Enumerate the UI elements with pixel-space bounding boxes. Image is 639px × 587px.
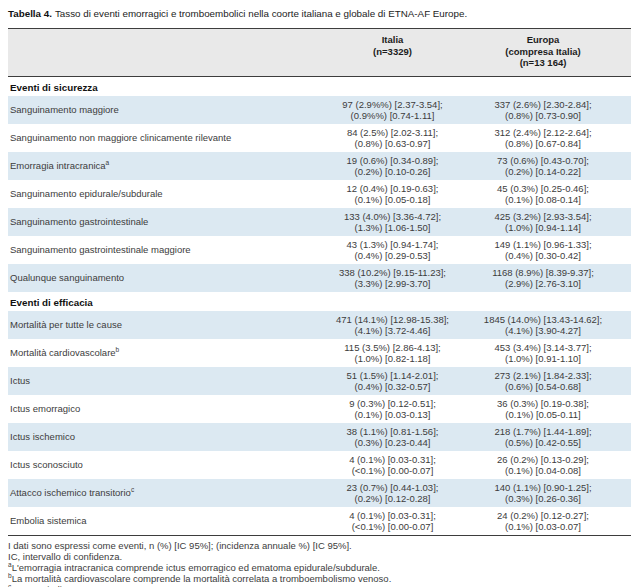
table-caption: Tabella 4.Tasso di eventi emorragici e t…	[8, 8, 631, 20]
footnote-marker: c	[131, 486, 134, 493]
table-row: Sanguinamento maggiore 97 (2.9%%) [2.37-…	[8, 96, 631, 124]
row-label: Ictus	[10, 375, 30, 386]
italia-cell: 12 (0.4%) [0.19-0.63];(0.1%) [0.05-0.18]	[330, 180, 455, 208]
italia-cell: 19 (0.6%) [0.34-0.89];(0.2%) [0.10-0.26]	[330, 152, 455, 180]
row-label: Sanguinamento gastrointestinale maggiore	[10, 244, 191, 255]
table-row: Ictus ischemico 38 (1.1%) [0.81-1.56];(0…	[8, 423, 631, 451]
europa-cell: 149 (1.1%) [0.96-1.33];(0.4%) [0.30-0.42…	[455, 236, 631, 264]
europa-cell: 453 (3.4%) [3.14-3.77];(1.0%) [0.91-1.10…	[455, 339, 631, 367]
europa-cell: 45 (0.3%) [0.25-0.46];(0.1%) [0.08-0.14]	[455, 180, 631, 208]
label-column-header	[8, 29, 330, 77]
footnote-a: aL'emorragia intracranica comprende ictu…	[8, 562, 631, 573]
europa-cell: 312 (2.4%) [2.12-2.64];(0.8%) [0.67-0.84…	[455, 124, 631, 152]
section-header-safety: Eventi di sicurezza	[8, 76, 631, 96]
italia-cell: 471 (14.1%) [12.98-15.38];(4.1%) [3.72-4…	[330, 311, 455, 339]
row-label: Qualunque sanguinamento	[10, 272, 124, 283]
table-figure: Tabella 4.Tasso di eventi emorragici e t…	[0, 0, 639, 587]
italia-column-header: Italia (n=3329)	[330, 29, 455, 77]
row-label: Emorragia intracranica	[10, 160, 106, 171]
italia-cell: 97 (2.9%%) [2.37-3.54];(0.9%%) [0.74-1.1…	[330, 96, 455, 124]
italia-cell: 38 (1.1%) [0.81-1.56];(0.3%) [0.23-0.44]	[330, 423, 455, 451]
italia-cell: 9 (0.3%) [0.12-0.51];(0.1%) [0.03-0.13]	[330, 395, 455, 423]
table-row: Sanguinamento gastrointestinale maggiore…	[8, 236, 631, 264]
footnote-c: cNon aggiudicato.	[8, 584, 631, 587]
footnote-marker: b	[116, 346, 120, 353]
table-row: Ictus emorragico 9 (0.3%) [0.12-0.51];(0…	[8, 395, 631, 423]
row-label: Embolia sistemica	[10, 515, 87, 526]
europa-cell: 73 (0.6%) [0.43-0.70];(0.2%) [0.14-0.22]	[455, 152, 631, 180]
italia-cell: 84 (2.5%) [2.02-3.11];(0.8%) [0.63-0.97]	[330, 124, 455, 152]
row-label: Sanguinamento maggiore	[10, 104, 119, 115]
row-label: Ictus ischemico	[10, 431, 75, 442]
table-header: Italia (n=3329) Europa (compresa Italia)…	[8, 29, 631, 77]
table-caption-text: Tasso di eventi emorragici e tromboembol…	[55, 8, 467, 19]
europa-cell: 218 (1.7%) [1.44-1.89];(0.5%) [0.42-0.55…	[455, 423, 631, 451]
europa-cell: 1168 (8.9%) [8.39-9.37];(2.9%) [2.76-3.1…	[455, 264, 631, 292]
table-row: Emorragia intracranicaa 19 (0.6%) [0.34-…	[8, 152, 631, 180]
row-label: Ictus emorragico	[10, 403, 80, 414]
row-label: Sanguinamento epidurale/subdurale	[10, 188, 163, 199]
italia-cell: 43 (1.3%) [0.94-1.74];(0.4%) [0.29-0.53]	[330, 236, 455, 264]
europa-column-header: Europa (compresa Italia) (n=13 164)	[455, 29, 631, 77]
footnote-b: bLa mortalità cardiovascolare comprende …	[8, 573, 631, 584]
row-label: Ictus sconosciuto	[10, 459, 83, 470]
europa-cell: 273 (2.1%) [1.84-2.33];(0.6%) [0.54-0.68…	[455, 367, 631, 395]
row-label: Mortalità cardiovascolare	[10, 347, 116, 358]
row-label: Sanguinamento gastrointestinale	[10, 216, 148, 227]
row-label: Mortalità per tutte le cause	[10, 319, 122, 330]
section-header-efficacy: Eventi di efficacia	[8, 292, 631, 311]
table-row: Ictus sconosciuto 4 (0.1%) [0.03-0.31];(…	[8, 451, 631, 479]
table-row: Mortalità cardiovascolareb 115 (3.5%) [2…	[8, 339, 631, 367]
italia-cell: 133 (4.0%) [3.36-4.72];(1.3%) [1.06-1.50…	[330, 208, 455, 236]
table-row: Qualunque sanguinamento 338 (10.2%) [9.1…	[8, 264, 631, 292]
table-row: Embolia sistemica 4 (0.1%) [0.03-0.31];(…	[8, 507, 631, 536]
footnote-abbreviation: IC, intervallo di confidenza.	[8, 551, 631, 562]
europa-cell: 1845 (14.0%) [13.43-14.62];(4.1%) [3.90-…	[455, 311, 631, 339]
table-number: Tabella 4.	[8, 8, 52, 19]
table-row: Sanguinamento gastrointestinale 133 (4.0…	[8, 208, 631, 236]
europa-cell: 337 (2.6%) [2.30-2.84];(0.8%) [0.73-0.90…	[455, 96, 631, 124]
table-row: Sanguinamento non maggiore clinicamente …	[8, 124, 631, 152]
europa-cell: 425 (3.2%) [2.93-3.54];(1.0%) [0.94-1.14…	[455, 208, 631, 236]
europa-cell: 36 (0.3%) [0.19-0.38];(0.1%) [0.05-0.11]	[455, 395, 631, 423]
europa-cell: 24 (0.2%) [0.12-0.27];(0.1%) [0.03-0.07]	[455, 507, 631, 536]
italia-cell: 51 (1.5%) [1.14-2.01];(0.4%) [0.32-0.57]	[330, 367, 455, 395]
italia-cell: 23 (0.7%) [0.44-1.03];(0.2%) [0.12-0.28]	[330, 479, 455, 507]
row-label: Sanguinamento non maggiore clinicamente …	[10, 132, 231, 143]
footnote-data-format: I dati sono espressi come eventi, n (%) …	[8, 540, 631, 551]
table-row: Mortalità per tutte le cause 471 (14.1%)…	[8, 311, 631, 339]
table-footnotes: I dati sono espressi come eventi, n (%) …	[8, 540, 631, 587]
italia-cell: 115 (3.5%) [2.86-4.13];(1.0%) [0.82-1.18…	[330, 339, 455, 367]
italia-cell: 4 (0.1%) [0.03-0.31];(<0.1%) [0.00-0.07]	[330, 507, 455, 536]
italia-cell: 338 (10.2%) [9.15-11.23];(3.3%) [2.99-3.…	[330, 264, 455, 292]
europa-cell: 140 (1.1%) [0.90-1.25];(0.3%) [0.26-0.36…	[455, 479, 631, 507]
table-row: Attacco ischemico transitorioc 23 (0.7%)…	[8, 479, 631, 507]
italia-cell: 4 (0.1%) [0.03-0.31];(<0.1%) [0.00-0.07]	[330, 451, 455, 479]
events-table: Italia (n=3329) Europa (compresa Italia)…	[8, 28, 631, 536]
row-label: Attacco ischemico transitorio	[10, 487, 131, 498]
table-row: Sanguinamento epidurale/subdurale 12 (0.…	[8, 180, 631, 208]
table-row: Ictus 51 (1.5%) [1.14-2.01];(0.4%) [0.32…	[8, 367, 631, 395]
europa-cell: 26 (0.2%) [0.13-0.29];(0.1%) [0.04-0.08]	[455, 451, 631, 479]
footnote-marker: a	[106, 159, 110, 166]
